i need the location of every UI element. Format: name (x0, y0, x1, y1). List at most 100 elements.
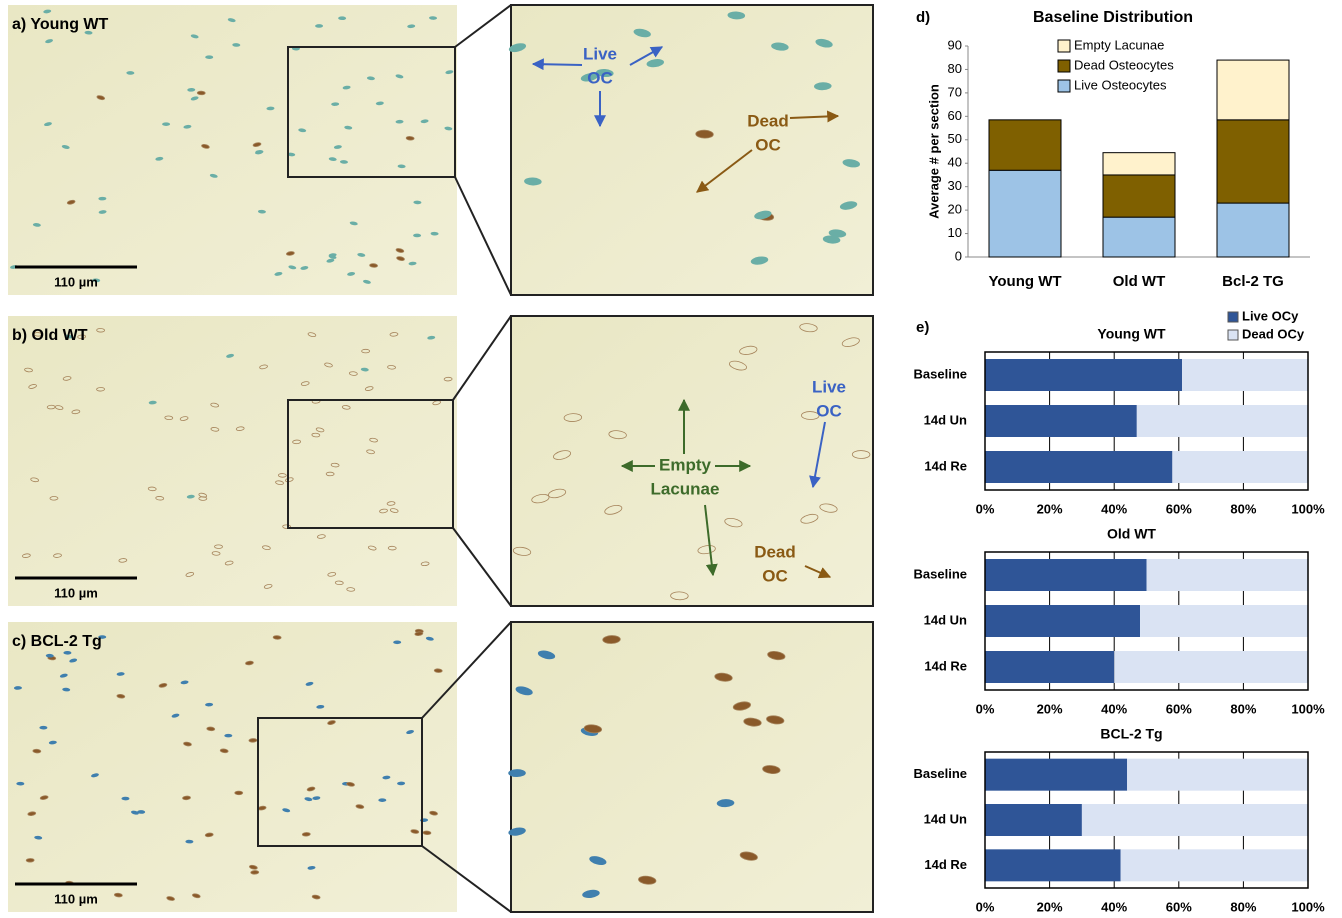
scale-label: 110 µm (54, 891, 98, 906)
bar-segment (1137, 405, 1308, 437)
y-tick-label: 10 (948, 225, 962, 240)
x-tick-label: 0% (976, 501, 995, 516)
x-tick-label: Young WT (988, 273, 1061, 290)
panel-label: b) Old WT (12, 327, 88, 344)
cell (423, 831, 431, 835)
y-tick-label: 0 (955, 248, 962, 263)
micrograph (8, 316, 457, 606)
annotation: Lacunae (651, 479, 720, 498)
legend-label: Live Osteocytes (1074, 77, 1167, 92)
cell (224, 734, 232, 738)
scale-label: 110 µm (54, 274, 98, 289)
annotation: Empty (659, 455, 712, 474)
x-tick-label: 80% (1230, 899, 1256, 914)
panel-label: c) BCL-2 Tg (12, 633, 102, 650)
bar-segment (1121, 849, 1308, 881)
legend-swatch (1228, 330, 1238, 340)
chart-title: Old WT (1107, 526, 1156, 542)
y-tick-label: 30 (948, 178, 962, 193)
cell (302, 832, 310, 836)
x-tick-label: 0% (976, 899, 995, 914)
legend-label: Dead Osteocytes (1074, 57, 1174, 72)
x-tick-label: 60% (1166, 501, 1192, 516)
scale-label: 110 µm (54, 585, 98, 600)
y-tick-label: 70 (948, 84, 962, 99)
x-tick-label: 0% (976, 701, 995, 716)
x-tick-label: Old WT (1113, 273, 1166, 290)
bar-segment (985, 405, 1137, 437)
y-tick-label: 50 (948, 131, 962, 146)
annotation: OC (762, 566, 788, 585)
annotation: OC (816, 401, 842, 420)
bar-segment (985, 359, 1182, 391)
annotation: Live (812, 377, 846, 396)
x-tick-label: 40% (1101, 701, 1127, 716)
panel-label: a) Young WT (12, 16, 109, 33)
cell (207, 727, 215, 731)
cell (33, 749, 41, 753)
bar-segment (989, 170, 1061, 257)
panel-label: d) (916, 9, 930, 26)
zoom-line (455, 5, 511, 47)
legend-label: Empty Lacunae (1074, 37, 1164, 52)
zoom-micrograph (511, 622, 873, 912)
y-tick-label: 14d Un (924, 412, 967, 427)
annotation: Dead (747, 111, 789, 130)
cell (26, 858, 34, 862)
annotation: OC (587, 68, 613, 87)
cell (235, 791, 243, 795)
cell (197, 91, 205, 95)
zoom-line (453, 528, 511, 606)
x-tick-label: 20% (1037, 501, 1063, 516)
cell (434, 669, 442, 673)
zoom-line (453, 316, 511, 400)
x-tick-label: Bcl-2 TG (1222, 273, 1284, 290)
x-tick-label: 80% (1230, 701, 1256, 716)
x-tick-label: 60% (1166, 701, 1192, 716)
bar-segment (1103, 153, 1175, 175)
micrograph (8, 5, 457, 295)
annotation: Live (583, 44, 617, 63)
bar-segment (1182, 359, 1308, 391)
x-tick-label: 40% (1101, 899, 1127, 914)
y-tick-label: 80 (948, 61, 962, 76)
x-tick-label: 20% (1037, 899, 1063, 914)
x-tick-label: 60% (1166, 899, 1192, 914)
bar-segment (1217, 120, 1289, 203)
y-tick-label: 14d Un (924, 811, 967, 826)
page: {"panels": [ {"label": "a) Young WT", "s… (0, 0, 1342, 918)
cell (249, 738, 257, 742)
bar-segment (1103, 175, 1175, 217)
annotation: Dead (754, 542, 796, 561)
y-axis-label: Average # per section (926, 84, 941, 219)
legend-swatch (1058, 80, 1070, 92)
cell (696, 130, 714, 138)
bar-segment (985, 651, 1114, 683)
bar-segment (1103, 217, 1175, 257)
legend-label: Live OCy (1242, 308, 1299, 323)
legend-swatch (1058, 60, 1070, 72)
bar-segment (989, 120, 1061, 170)
bar-segment (985, 804, 1082, 836)
x-tick-label: 100% (1291, 701, 1325, 716)
cell (273, 635, 281, 639)
x-tick-label: 20% (1037, 701, 1063, 716)
bar-segment (1127, 759, 1308, 791)
bar-segment (1217, 203, 1289, 257)
legend-swatch (1228, 312, 1238, 322)
zoom-micrograph (511, 5, 873, 295)
bar-segment (985, 849, 1121, 881)
micrograph (8, 622, 457, 912)
y-tick-label: 14d Un (924, 612, 967, 627)
cell (406, 136, 414, 140)
y-tick-label: Baseline (914, 566, 967, 581)
arrow (533, 64, 582, 65)
y-tick-label: 60 (948, 108, 962, 123)
bar-segment (1217, 60, 1289, 120)
bar-segment (985, 451, 1172, 483)
cell (393, 640, 401, 644)
y-tick-label: 20 (948, 202, 962, 217)
y-tick-label: 40 (948, 155, 962, 170)
bar-segment (1140, 605, 1308, 637)
panel-label: e) (916, 319, 929, 336)
